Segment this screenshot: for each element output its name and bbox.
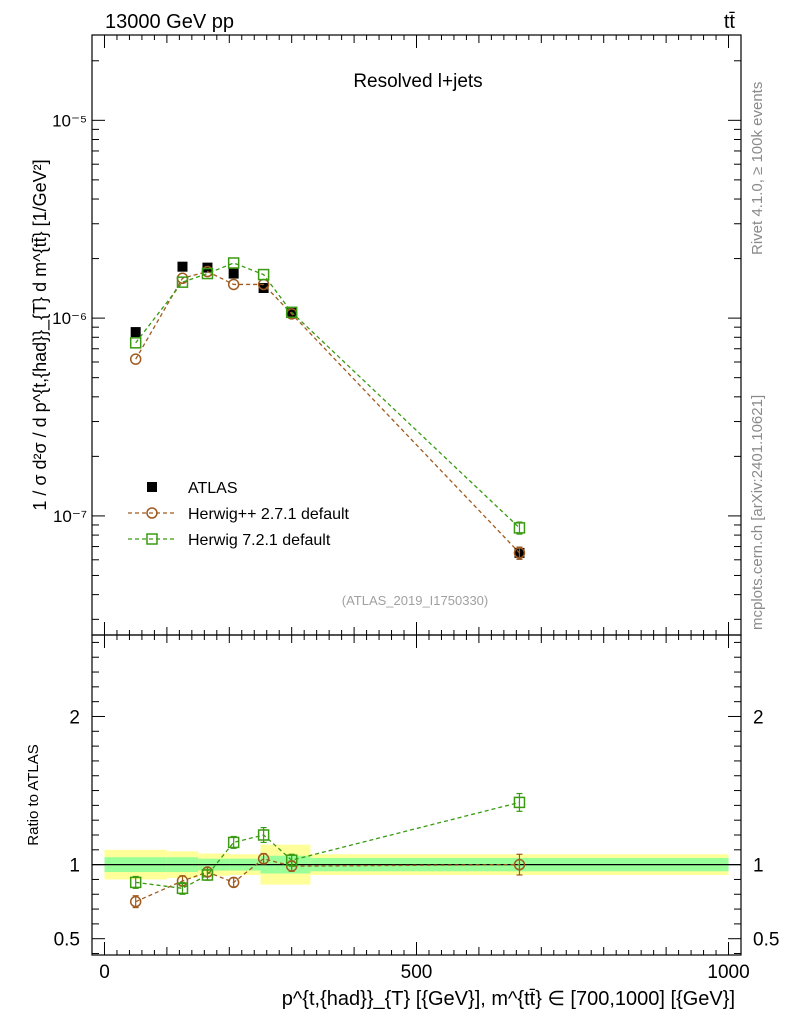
rivet-version-label: Rivet 4.1.0, ≥ 100k events [749,82,766,255]
ratio-y-tick-label: 2 [69,707,80,728]
data-point [513,547,526,559]
ratio-data-point [176,882,189,895]
x-tick-label: 0 [99,962,110,983]
ratio-data-point [129,876,142,889]
data-point [257,268,270,281]
data-point [258,282,269,293]
x-axis-label: p^{t,{had}}_{T} [{GeV}], m^{tt̄} ∈ [700,… [282,988,735,1010]
chart-title: Resolved l+jets [353,71,482,92]
legend-label: ATLAS [188,480,238,497]
y-tick-label: 10⁻⁵ [52,111,87,130]
x-tick-label: 500 [401,962,433,983]
y-tick-label: 10⁻⁶ [52,309,87,328]
data-point [201,267,214,280]
ratio-y-tick-label: 1 [69,856,80,877]
legend-entry: Herwig++ 2.7.1 default [128,506,350,523]
ratio-series-herwig-2-7-1-default [129,852,526,909]
legend-label: Herwig 7.2.1 default [188,532,331,549]
series-line [135,262,520,529]
x-tick-label: 1000 [707,962,749,983]
data-point [129,353,142,365]
data-point [227,257,240,269]
ratio-data-point [285,854,298,866]
legend-marker [147,482,157,492]
ratio-y-tick-label-right: 1 [753,856,764,877]
main-panel: 10⁻⁷ 10⁻⁶ 10⁻⁵ ATLAS Herwig++ 2.7.1 default H… [52,34,742,636]
ratio-y-tick-label-right: 0.5 [753,930,779,951]
ratio-y-tick-label-right: 2 [753,707,764,728]
data-point [202,262,213,273]
ratio-data-point [513,796,526,809]
ratio-data-point [129,895,142,908]
ratio-data-point [513,858,526,871]
ratio-frame [91,634,742,956]
legend-entry: Herwig 7.2.1 default [128,532,331,549]
data-point [513,522,526,534]
ratio-data-point [227,836,240,849]
data-point [129,337,142,349]
legend-label: Herwig++ 2.7.1 default [188,506,350,523]
y-axis-label: 1 / σ d²σ / d p^{t,{had}}_{T} d m^{tt̄} … [30,159,51,510]
data-point [228,268,239,279]
ratio-data-point [257,852,270,865]
ratio-y-axis-label: Ratio to ATLAS [25,744,42,845]
data-point [176,276,189,288]
header-final-state: tt̄ [724,11,736,33]
legend-marker [146,507,158,519]
legend-entry: ATLAS [147,480,238,497]
series-herwig-7-2-1-default [129,257,526,535]
header-process: 13000 GeV pp [105,11,234,33]
legend-marker [146,533,158,545]
data-point [177,261,188,272]
ratio-series-herwig-7-2-1-default [129,792,526,895]
ratio-data-point [201,869,214,881]
data-point [130,327,141,338]
legend: ATLAS Herwig++ 2.7.1 default Herwig 7.2.1 … [128,480,350,549]
data-point [285,306,298,319]
series-line [135,270,520,554]
y-tick-label: 10⁻⁷ [53,507,87,526]
data-point [227,278,240,291]
ratio-y-tick-label: 0.5 [54,930,80,951]
ratio-data-point [227,876,240,889]
analysis-watermark: (ATLAS_2019_I1750330) [342,593,488,608]
ratio-data-point [257,829,270,841]
mcplots-label: mcplots.cern.ch [arXiv:2401.10621] [749,395,766,630]
